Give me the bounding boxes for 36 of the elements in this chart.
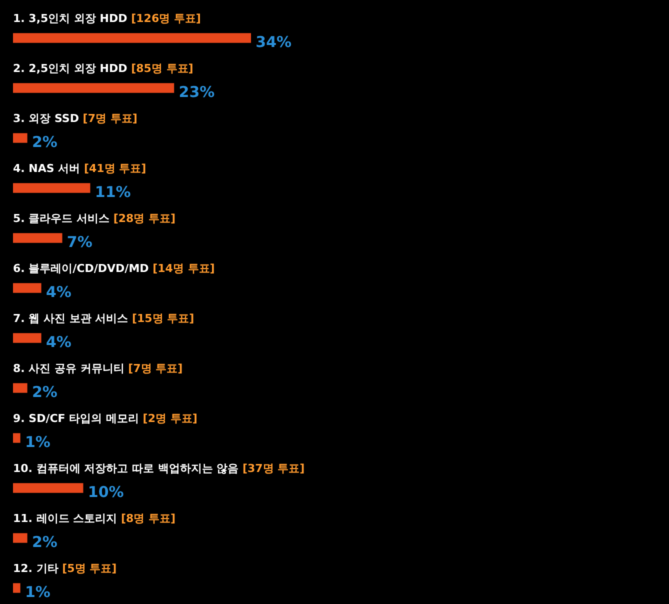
bar: [13, 133, 28, 143]
y-tick-label: 9. SD/CF 타입의 메모리 [2명 투표]: [13, 412, 198, 425]
y-tick-label: 11. 레이드 스토리지 [8명 투표]: [13, 512, 176, 525]
y-tick-label: 1. 3,5인치 외장 HDD [126명 투표]: [13, 12, 201, 25]
y-tick-label: 8. 사진 공유 커뮤니티 [7명 투표]: [13, 362, 183, 375]
data-label: 10%: [88, 482, 124, 501]
y-tick-label: 12. 기타 [5명 투표]: [13, 562, 117, 575]
y-tick-label: 2. 2,5인치 외장 HDD [85명 투표]: [13, 62, 194, 75]
bar: [13, 583, 20, 593]
bar: [13, 383, 28, 393]
bar: [13, 83, 174, 93]
y-tick-label: 5. 클라우드 서비스 [28명 투표]: [13, 212, 176, 225]
y-tick-label: 6. 블루레이/CD/DVD/MD [14명 투표]: [13, 262, 215, 275]
y-tick-label: 10. 컴퓨터에 저장하고 따로 백업하지는 않음 [37명 투표]: [13, 462, 305, 475]
bar: [13, 183, 90, 193]
data-label: 1%: [24, 582, 50, 601]
data-label: 1%: [24, 432, 50, 451]
bar: [13, 433, 20, 443]
y-tick-label: 4. NAS 서버 [41명 투표]: [13, 162, 146, 175]
data-label: 11%: [94, 182, 131, 201]
data-label: 7%: [66, 232, 92, 251]
data-label: 4%: [46, 282, 72, 301]
data-label: 2%: [32, 532, 58, 551]
data-label: 4%: [46, 332, 72, 351]
bar: [13, 333, 42, 343]
bar: [13, 283, 42, 293]
data-label: 2%: [32, 132, 58, 151]
y-tick-label: 3. 외장 SSD [7명 투표]: [13, 112, 138, 125]
data-label: 23%: [178, 82, 215, 101]
data-label: 2%: [32, 382, 58, 401]
bar: [13, 483, 84, 493]
bar: [13, 533, 28, 543]
y-tick-label: 7. 웹 사진 보관 서비스 [15명 투표]: [13, 312, 194, 325]
bar: [13, 33, 252, 43]
data-label: 34%: [256, 32, 292, 51]
bar: [13, 233, 62, 243]
